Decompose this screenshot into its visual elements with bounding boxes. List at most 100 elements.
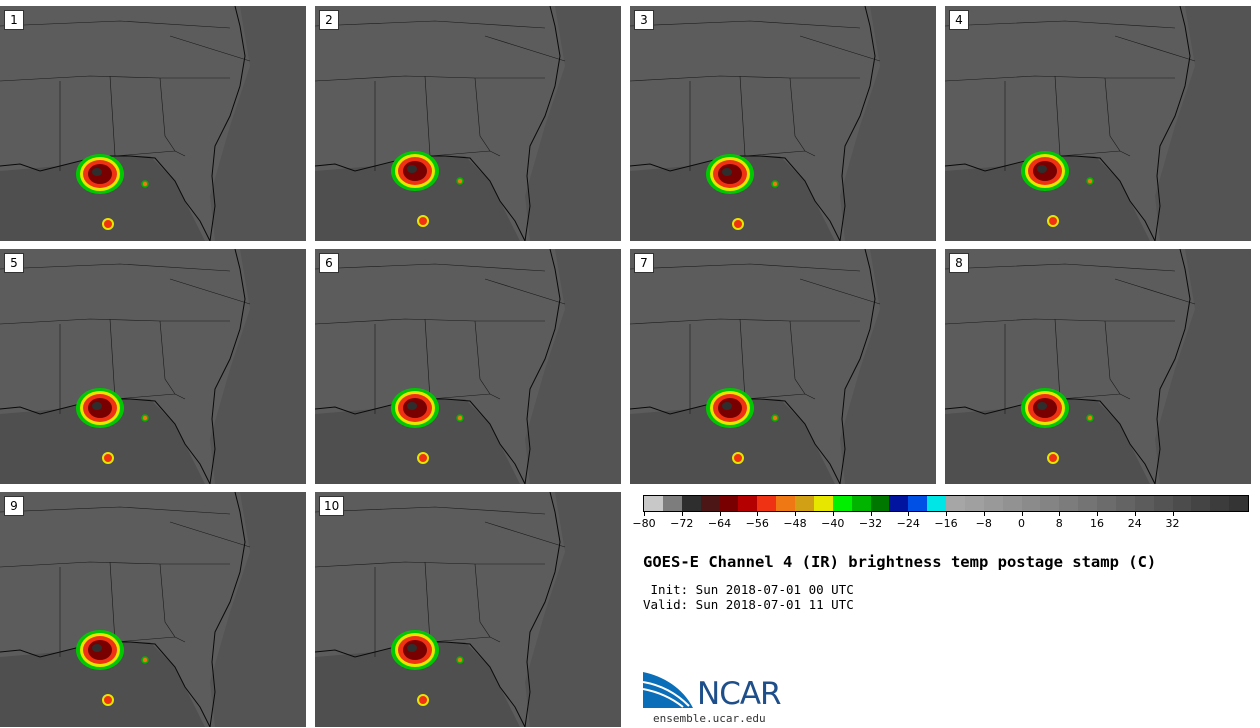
storm-core-cold [722,168,732,176]
colorbar-cell [1021,496,1041,511]
state-boundary [799,35,881,62]
colorbar: −80 −72 −64 −56 −48 −40 −32 −24 −16 −8 0 8 16 24 32 [632,495,1249,535]
colorbar-cell [757,496,777,511]
colorbar-tick-label: −72 [670,517,694,530]
state-boundary [159,320,176,395]
gulf-region [315,156,520,241]
state-boundary [424,75,431,157]
colorbar-tick [946,512,947,516]
coastline [0,6,246,241]
storm-core-cold [92,644,102,652]
storm-cell [102,452,114,464]
map-panel-2: 2 [315,6,621,241]
colorbar-tick [719,512,721,516]
state-boundary [109,318,116,400]
colorbar-tick-label: −16 [934,517,958,530]
storm-cell [771,180,779,188]
state-boundary [789,320,806,395]
state-boundary [630,263,861,272]
ncar-url: ensemble.ucar.edu [653,712,766,725]
colorbar-tick-label: −8 [975,517,992,530]
gulf-region [315,399,520,484]
state-boundary [429,636,501,643]
map-panel-3: 3 [630,6,936,241]
state-boundary [799,278,881,305]
colorbar-tick-label: 0 [1018,517,1025,530]
storm-cell [456,177,464,185]
state-boundary [159,563,176,638]
satellite-map [315,6,621,241]
state-boundary [429,393,501,400]
panel-number: 6 [319,253,339,273]
colorbar-cell [813,496,833,511]
state-boundary [474,320,491,395]
storm-cell [417,694,429,706]
state-boundary [945,75,1175,82]
ncar-logo-icon [643,672,693,708]
state-boundary [739,75,746,157]
colorbar-tick [681,512,683,516]
map-panel-6: 6 [315,249,621,484]
state-boundary [109,561,116,643]
storm-cell [102,694,114,706]
colorbar-cell [1153,496,1173,511]
storm-cell [456,414,464,422]
storm-cell [1086,177,1094,185]
colorbar-cell [795,496,814,511]
state-boundary [0,561,230,568]
atlantic-region [525,6,621,241]
state-boundary [1059,393,1131,400]
state-boundary [0,506,231,515]
satellite-map [0,6,306,241]
panel-number: 5 [4,253,24,273]
state-boundary [159,77,176,152]
colorbar-tick [983,512,985,516]
state-boundary [945,263,1176,272]
state-boundary [1104,77,1121,152]
state-boundary [0,263,231,272]
gulf-region [0,399,205,484]
atlantic-region [1155,249,1251,484]
colorbar-cell [1134,496,1154,511]
state-boundary [424,318,431,400]
atlantic-region [840,6,936,241]
colorbar-cell [964,496,984,511]
atlantic-region [210,492,306,727]
state-boundary [945,20,1176,29]
storm-cell [141,656,149,664]
state-boundary [424,561,431,643]
colorbar-tick [1134,512,1136,516]
colorbar-cell [1115,496,1135,511]
storm-core-cold [407,165,417,173]
colorbar-tick [644,512,645,516]
colorbar-tick-label: 16 [1090,517,1104,530]
chart-title: GOES-E Channel 4 (IR) brightness temp po… [643,553,1157,571]
state-boundary [315,20,546,29]
colorbar-cell [644,496,663,511]
state-boundary [484,521,566,548]
gulf-region [630,399,835,484]
state-boundary [169,521,251,548]
map-panel-1: 1 [0,6,306,241]
colorbar-tick [757,512,759,516]
colorbar-tick-label: −56 [745,517,769,530]
state-boundary [1114,278,1196,305]
storm-cell [417,215,429,227]
satellite-map [0,492,306,727]
state-boundary [789,77,806,152]
storm-cell [102,218,114,230]
storm-cell [771,414,779,422]
ncar-logo: NCAR ensemble.ucar.edu [643,672,803,728]
storm-core-cold [722,402,732,410]
state-boundary [114,150,186,157]
panel-number: 1 [4,10,24,30]
atlantic-region [525,249,621,484]
state-boundary [630,75,860,82]
colorbar-tick-label: −24 [896,517,920,530]
state-boundary [474,77,491,152]
state-boundary [429,150,501,157]
state-boundary [484,35,566,62]
storm-core-cold [407,644,417,652]
colorbar-cell [1097,496,1116,511]
colorbar-cell [719,496,739,511]
